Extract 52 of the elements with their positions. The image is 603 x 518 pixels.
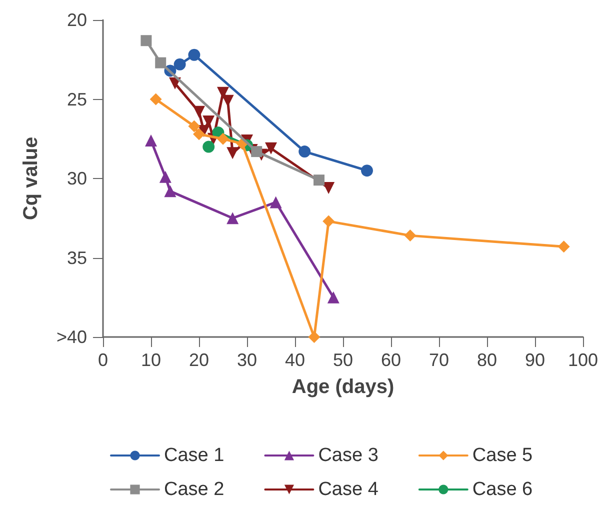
point [226, 147, 239, 160]
y-tick-label: 20 [66, 10, 87, 30]
y-tick-label: >40 [56, 327, 87, 347]
point [193, 128, 205, 140]
point [174, 58, 186, 70]
point [265, 142, 277, 154]
x-tick-label: 0 [98, 350, 108, 370]
point [188, 48, 200, 61]
x-tick-label: 40 [284, 350, 306, 370]
point [404, 230, 416, 242]
x-tick-label: 70 [428, 350, 450, 370]
point [145, 134, 157, 146]
legend-label: Case 3 [318, 445, 378, 466]
legend-label: Case 2 [164, 479, 224, 500]
x-tick-label: 10 [140, 350, 162, 370]
point [155, 57, 166, 68]
point [314, 174, 324, 186]
point [361, 164, 373, 177]
x-tick-label: 30 [236, 350, 258, 370]
point [164, 185, 176, 198]
point [140, 35, 152, 46]
point [226, 212, 239, 224]
legend-label: Case 1 [164, 445, 224, 466]
point [188, 120, 200, 132]
y-axis-title: Cq value [20, 136, 42, 220]
point [251, 146, 262, 158]
y-tick-label: 25 [66, 89, 87, 110]
point [327, 291, 340, 304]
legend-label: Case 6 [472, 479, 533, 500]
y-tick-label: 30 [66, 168, 87, 188]
legend-label: Case 4 [318, 479, 379, 500]
x-tick-label: 50 [332, 350, 354, 370]
point [217, 86, 229, 99]
x-axis-title: Age (days) [292, 376, 394, 398]
point [193, 106, 205, 118]
point [558, 240, 570, 253]
point [202, 115, 215, 128]
point [202, 140, 215, 153]
point [159, 170, 172, 183]
point [217, 132, 229, 145]
x-tick-label: 80 [476, 350, 498, 370]
y-tick-label: 35 [66, 248, 87, 268]
point [322, 215, 335, 228]
point [298, 146, 311, 158]
x-tick-label: 90 [524, 350, 546, 370]
legend-label: Case 5 [472, 445, 533, 466]
x-tick-label: 60 [380, 350, 402, 370]
x-tick-label: 20 [188, 350, 210, 370]
x-tick-label: 100 [568, 350, 598, 370]
point [270, 196, 282, 208]
point [150, 93, 162, 106]
point [308, 331, 320, 343]
